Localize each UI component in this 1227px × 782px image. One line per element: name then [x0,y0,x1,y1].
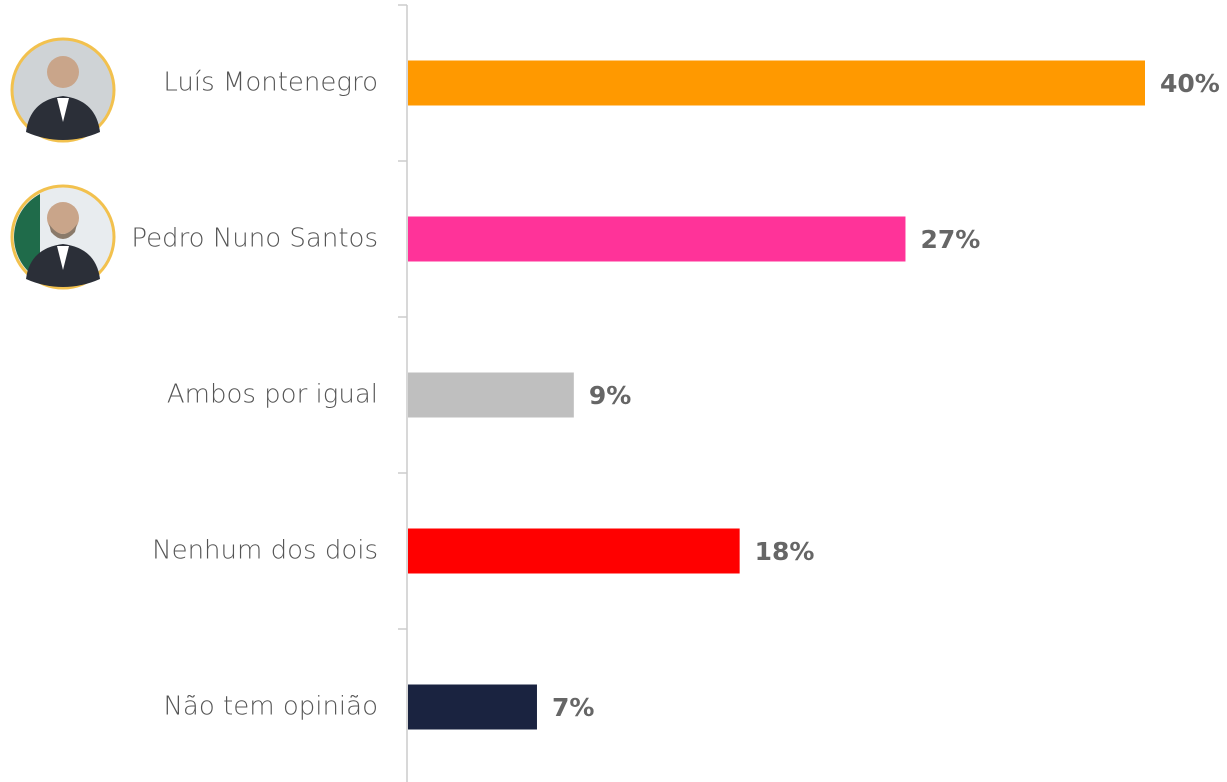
value-label: 27% [920,225,980,254]
photo [10,37,116,143]
category-label: Nenhum dos dois [152,536,378,566]
value-label: 7% [552,693,594,722]
category-label: Não tem opinião [163,692,378,722]
value-label: 18% [755,537,815,566]
bar [408,528,740,574]
axis [398,4,408,782]
value-label: 40% [1160,69,1220,98]
bar [408,216,906,262]
photo [10,184,116,290]
bar [408,60,1145,106]
category-label: Luís Montenegro [163,68,378,98]
bar [408,372,574,418]
category-label: Ambos por igual [167,380,378,410]
category-label: Pedro Nuno Santos [131,224,378,254]
bar [408,684,537,730]
value-label: 9% [589,381,631,410]
